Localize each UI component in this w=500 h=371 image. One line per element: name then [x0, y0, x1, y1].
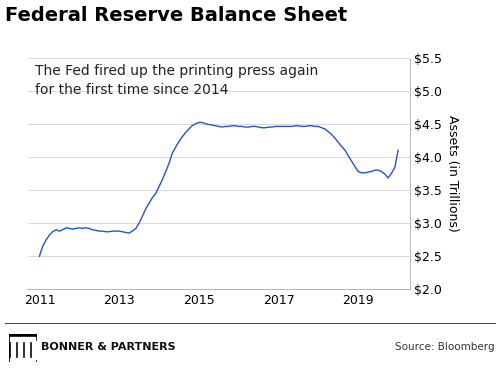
- Bar: [10, 358, 35, 361]
- Bar: [24, 341, 29, 359]
- Text: Federal Reserve Balance Sheet: Federal Reserve Balance Sheet: [5, 6, 347, 24]
- Bar: [11, 341, 16, 359]
- Text: BONNER & PARTNERS: BONNER & PARTNERS: [42, 342, 176, 352]
- Bar: [10, 337, 35, 341]
- Text: The Fed fired up the printing press again
for the first time since 2014: The Fed fired up the printing press agai…: [35, 65, 318, 97]
- Bar: [18, 341, 22, 359]
- Y-axis label: Assets (in Trillions): Assets (in Trillions): [446, 115, 459, 232]
- Bar: [32, 341, 36, 359]
- Text: Source: Bloomberg: Source: Bloomberg: [396, 342, 495, 352]
